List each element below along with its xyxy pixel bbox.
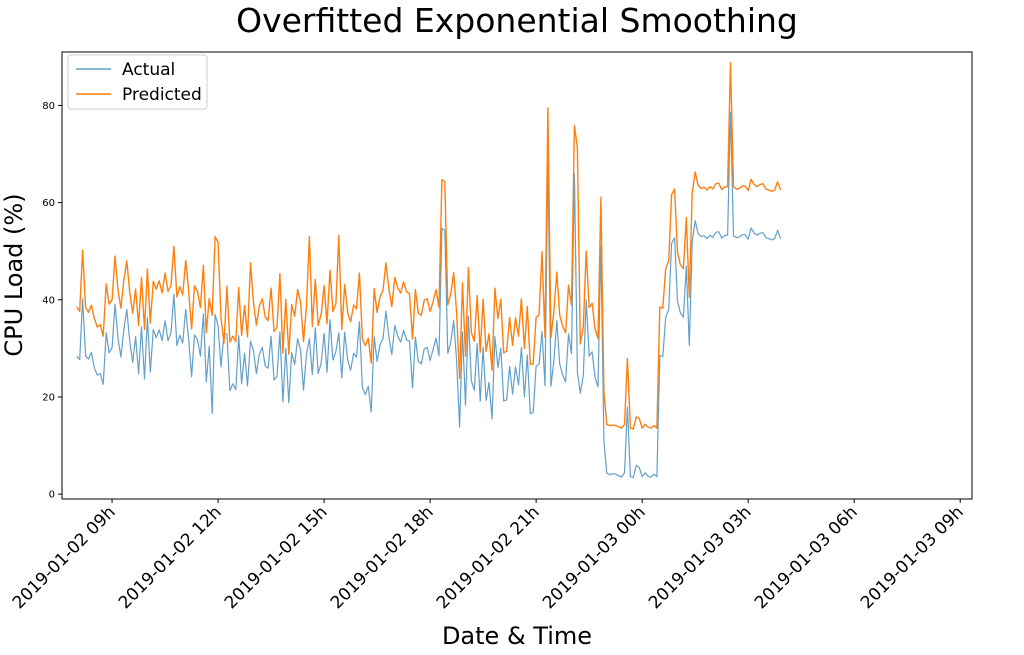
y-axis-label: CPU Load (%) [0, 193, 28, 356]
x-tick-label: 2019-01-03 06h [751, 502, 862, 613]
x-tick-label: 2019-01-02 18h [327, 502, 438, 613]
y-tick-label: 80 [42, 101, 55, 112]
y-tick-label: 20 [42, 392, 55, 403]
x-tick-label: 2019-01-03 03h [645, 502, 756, 613]
series-line-actual [76, 111, 782, 479]
x-tick-label: 2019-01-03 09h [857, 502, 968, 613]
y-tick-label: 60 [42, 198, 55, 209]
plot-frame [61, 51, 973, 500]
x-tick-label: 2019-01-03 00h [539, 502, 650, 613]
x-axis-label: Date & Time [442, 622, 592, 650]
y-axis: 0 20 40 60 80 [42, 101, 62, 501]
series-layer [76, 62, 782, 479]
y-tick-label: 40 [42, 295, 55, 306]
legend-label-actual: Actual [122, 60, 175, 80]
x-tick-label: 2019-01-02 15h [221, 502, 332, 613]
x-tick-label: 2019-01-02 21h [433, 502, 544, 613]
x-tick-label: 2019-01-02 12h [115, 502, 226, 613]
legend-label-predicted: Predicted [122, 85, 202, 105]
series-line-predicted [76, 62, 782, 430]
x-tick-label: 2019-01-02 09h [9, 502, 120, 613]
y-tick-label: 0 [49, 490, 55, 501]
legend: Actual Predicted [67, 54, 208, 110]
chart-title: Overfitted Exponential Smoothing [236, 1, 798, 40]
